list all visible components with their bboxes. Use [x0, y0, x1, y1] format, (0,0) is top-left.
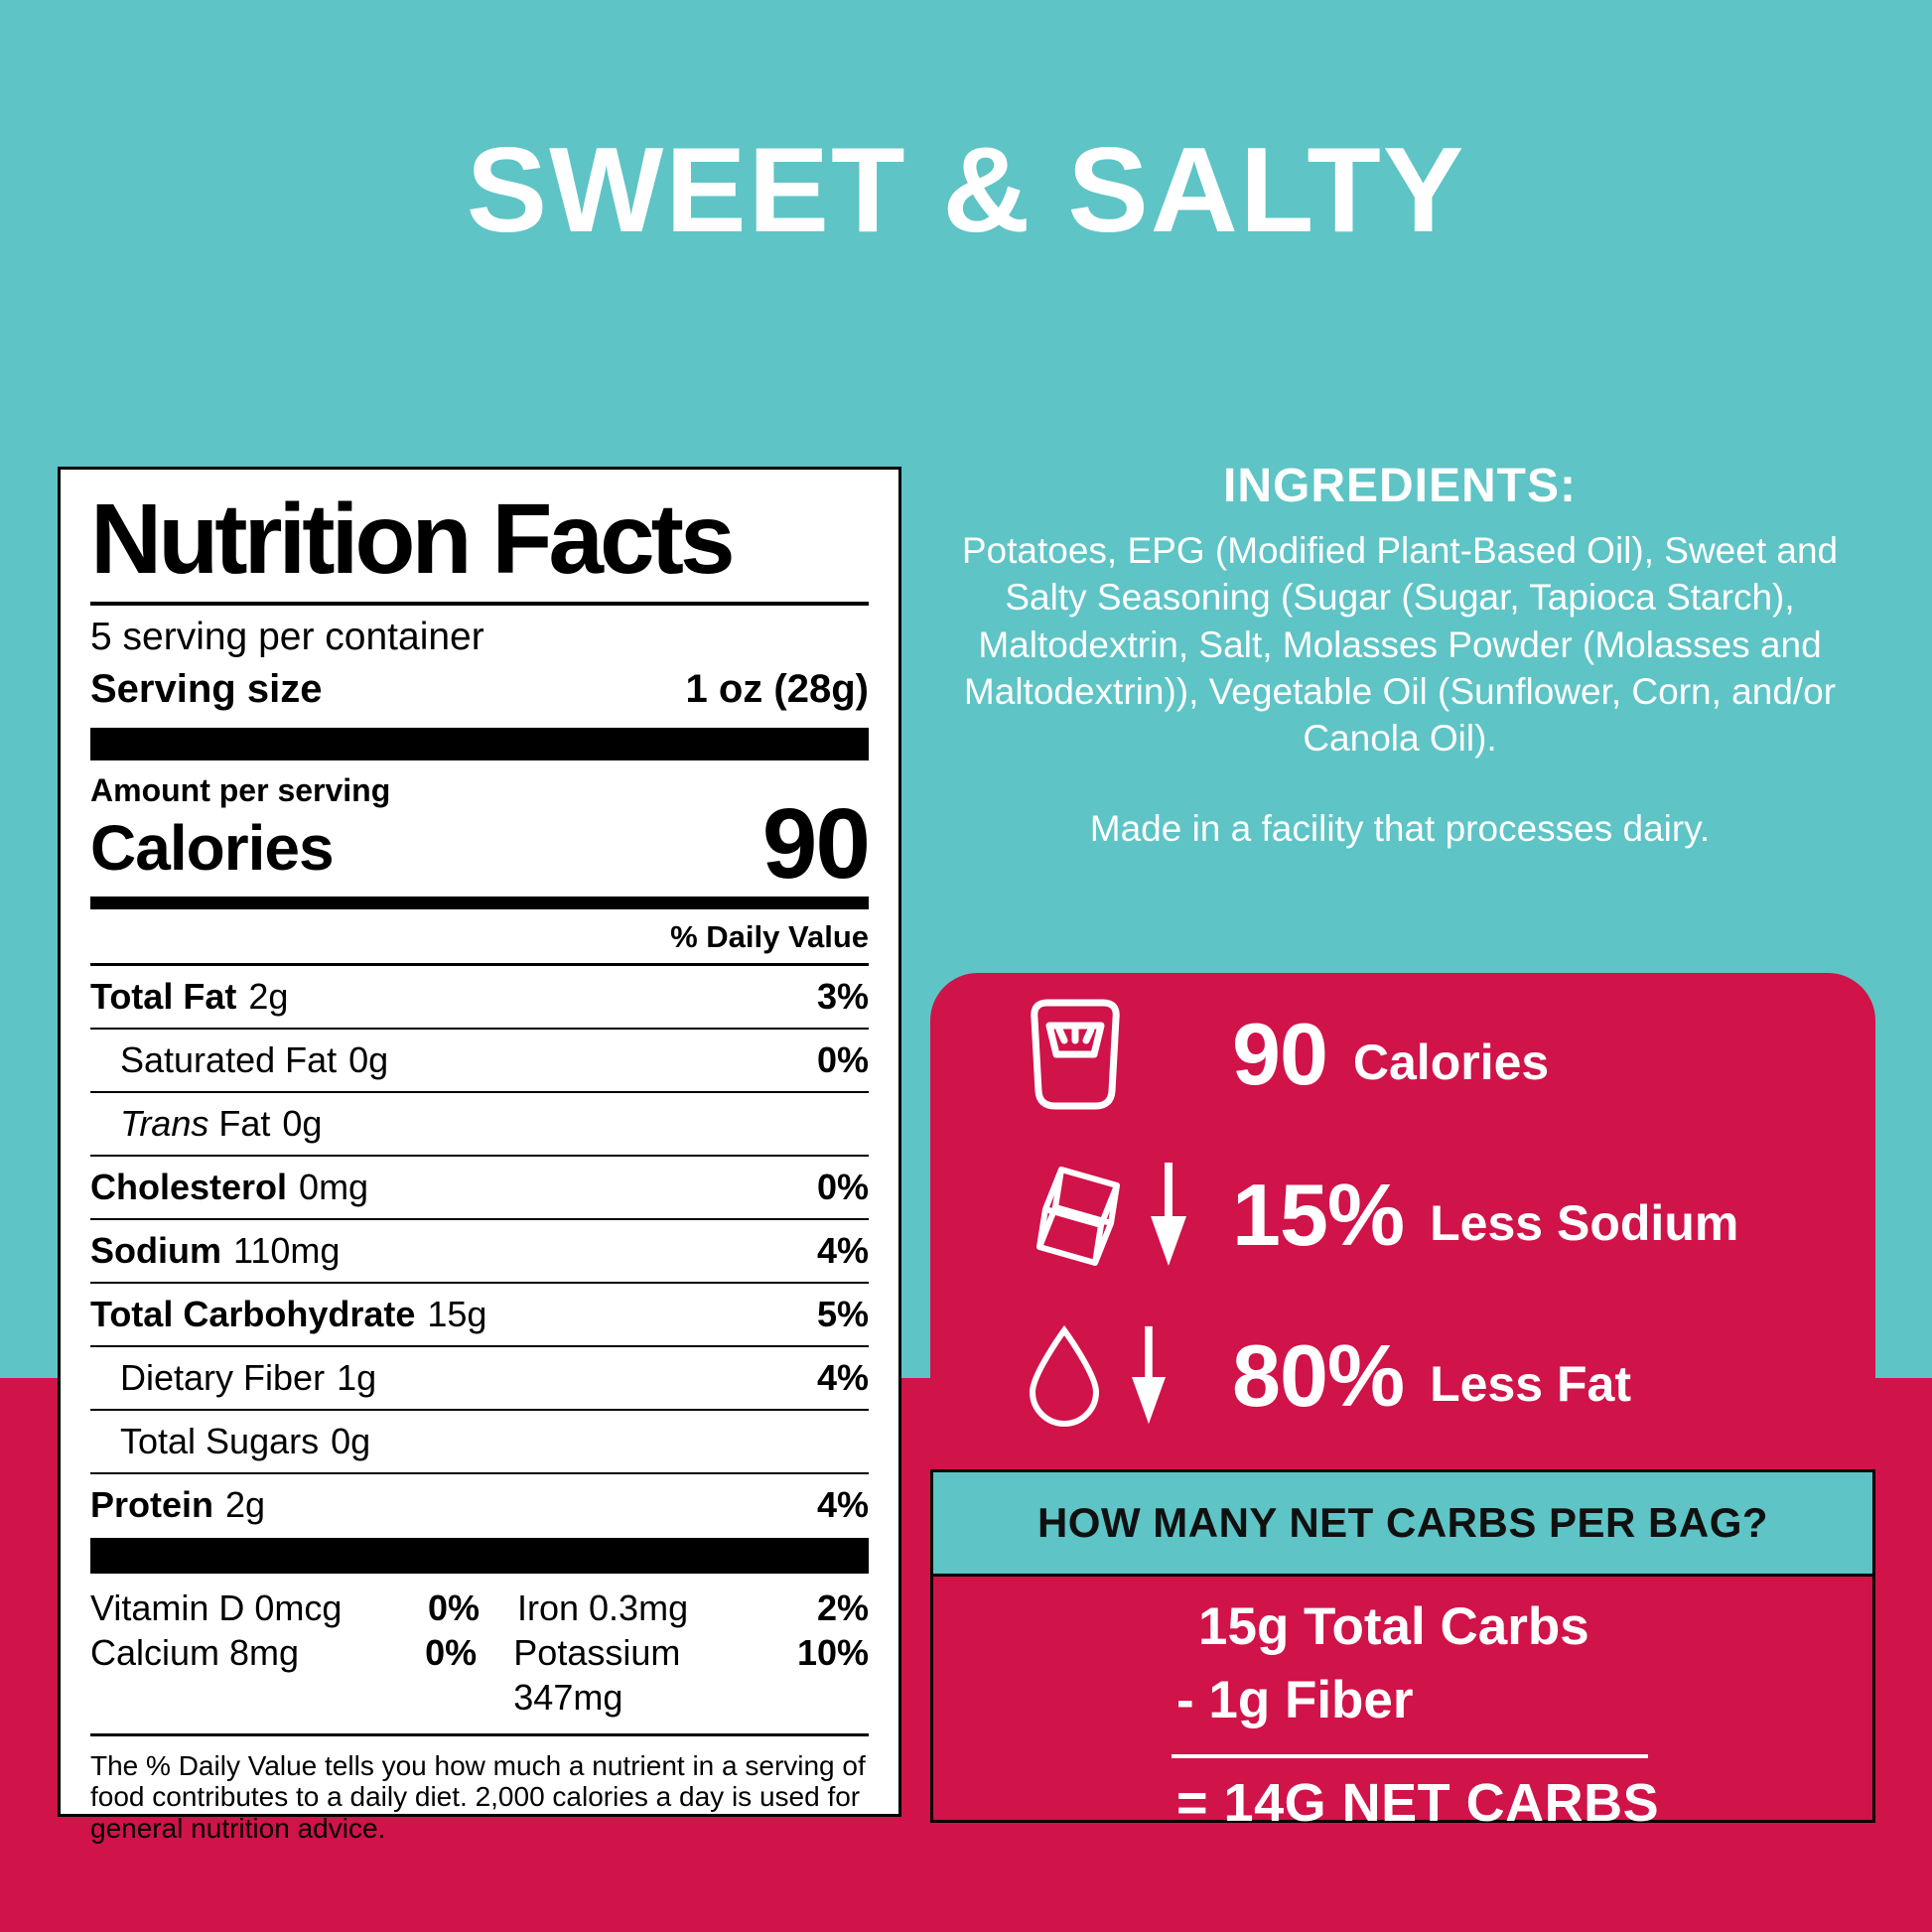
nutrient-name: Saturated Fat — [120, 1039, 338, 1080]
nutrient-name: Fat — [218, 1103, 271, 1144]
nutrient-dv: 0% — [816, 1167, 869, 1207]
fiber-line: - 1g Fiber — [1176, 1671, 1414, 1730]
nutrition-facts-label: Nutrition Facts 5 serving per container … — [58, 467, 901, 1844]
net-carbs-result: = 14G NET CARBS — [1176, 1772, 1660, 1833]
nutrient-name: Sodium — [90, 1230, 221, 1271]
highlight-label: Less Fat — [1430, 1356, 1631, 1412]
amount-per-serving: Amount per serving — [90, 772, 391, 808]
nutrient-amount: 0g — [331, 1421, 371, 1461]
micronutrient-name: Potassium 347mg — [513, 1632, 681, 1718]
micronutrient-line-1: Vitamin D 0mcg 0% Iron 0.3mg 2% — [90, 1586, 869, 1630]
net-carbs-question: HOW MANY NET CARBS PER BAG? — [933, 1472, 1872, 1577]
nutrient-name: Protein — [90, 1484, 214, 1525]
highlight-value: 15% — [1232, 1166, 1405, 1264]
nutrient-row-total-sugars: Total Sugars 0g — [90, 1411, 869, 1474]
total-carbs-line: 15g Total Carbs — [1198, 1597, 1589, 1656]
nutrition-facts-title: Nutrition Facts — [90, 483, 736, 595]
highlight-row-fat: 80% Less Fat — [1026, 1311, 1875, 1442]
nutrient-name: Total Fat — [90, 976, 237, 1017]
serving-size-label: Serving size — [90, 667, 323, 711]
net-carbs-math: 15g Total Carbs - 1g Fiber = 14G NET CAR… — [933, 1577, 1872, 1834]
micronutrient-dv: 0% — [425, 1632, 478, 1673]
fat-drop-icon — [1026, 1324, 1103, 1428]
nutrient-amount: 15g — [427, 1294, 487, 1334]
micronutrient-name: Calcium 8mg — [90, 1632, 300, 1673]
calories-label: Calories — [90, 812, 335, 884]
nutrient-row-dietary-fiber: Dietary Fiber 1g 4% — [90, 1347, 869, 1411]
highlight-value: 80% — [1232, 1326, 1405, 1425]
nutrient-dv: 4% — [816, 1230, 869, 1271]
sodium-box-icon — [1026, 1164, 1137, 1267]
ingredients-section: INGREDIENTS: Potatoes, EPG (Modified Pla… — [928, 459, 1871, 850]
facility-note: Made in a facility that processes dairy. — [1089, 807, 1711, 849]
nutrient-amount: 1g — [337, 1357, 377, 1398]
highlight-label: Less Sodium — [1430, 1195, 1739, 1251]
nutrient-amount: 2g — [225, 1484, 266, 1525]
nutrient-row-cholesterol: Cholesterol 0mg 0% — [90, 1157, 869, 1220]
highlight-row-calories: 90 Calories — [1026, 989, 1875, 1120]
daily-value-footnote: The % Daily Value tells you how much a n… — [90, 1750, 866, 1844]
nutrient-row-total-carbohydrate: Total Carbohydrate 15g 5% — [90, 1284, 869, 1347]
nutrient-amount: 0g — [348, 1039, 389, 1080]
serving-size-row: Serving size 1 oz (28g) — [90, 667, 869, 712]
nutrient-name: Dietary Fiber — [120, 1357, 326, 1398]
highlight-label: Calories — [1352, 1035, 1550, 1090]
nutrient-amount: 0mg — [299, 1167, 369, 1207]
down-arrow-icon — [1149, 1161, 1188, 1270]
servings-per-container: 5 serving per container — [90, 616, 484, 658]
nutrient-name: Total Carbohydrate — [90, 1294, 416, 1334]
micronutrient-line-2: Calcium 8mg 0% Potassium 347mg 10% — [90, 1630, 869, 1720]
nutrient-name: Cholesterol — [90, 1167, 288, 1207]
nutrient-amount: 2g — [248, 976, 289, 1017]
nutrient-row-trans-fat: Trans Fat 0g — [90, 1093, 869, 1157]
nutrient-dv: 5% — [816, 1294, 869, 1334]
micronutrient-dv: 10% — [796, 1632, 869, 1673]
highlight-value: 90 — [1232, 1005, 1328, 1103]
nutrient-dv: 0% — [816, 1039, 869, 1080]
nutrient-row-sodium: Sodium 110mg 4% — [90, 1220, 869, 1284]
nutrient-dv: 3% — [816, 976, 869, 1017]
nutrient-dv: 4% — [816, 1484, 869, 1525]
divider — [90, 602, 869, 606]
ingredients-heading: INGREDIENTS: — [1222, 460, 1577, 512]
medium-bar — [90, 897, 869, 909]
nutrient-row-saturated-fat: Saturated Fat 0g 0% — [90, 1030, 869, 1093]
daily-value-header: % Daily Value — [90, 909, 869, 966]
page-title: SWEET & SALTY — [466, 122, 1466, 257]
nutrient-name: Total Sugars — [120, 1421, 320, 1461]
scale-icon — [1026, 999, 1232, 1110]
calories-value: 90 — [761, 788, 871, 899]
micronutrients-section: Vitamin D 0mcg 0% Iron 0.3mg 2% Calcium … — [90, 1574, 869, 1736]
nutrient-amount: 0g — [282, 1103, 323, 1144]
equation-divider — [1172, 1753, 1648, 1758]
calories-row: Calories 90 — [90, 788, 871, 899]
micronutrient-dv: 0% — [428, 1587, 481, 1628]
micronutrient-name: Iron 0.3mg — [517, 1587, 689, 1628]
highlight-row-sodium: 15% Less Sodium — [1026, 1150, 1875, 1281]
nutrient-amount: 110mg — [233, 1230, 341, 1271]
down-arrow-icon — [1129, 1324, 1169, 1428]
nutrient-row-protein: Protein 2g 4% — [90, 1474, 869, 1536]
ingredients-list: Potatoes, EPG (Modified Plant-Based Oil)… — [961, 530, 1839, 759]
net-carbs-box: HOW MANY NET CARBS PER BAG? 15g Total Ca… — [930, 1469, 1875, 1833]
highlights-box: 90 Calories — [930, 973, 1875, 1457]
nutrient-dv: 4% — [816, 1357, 869, 1398]
thick-bar — [90, 1538, 869, 1574]
nutrient-row-total-fat: Total Fat 2g 3% — [90, 966, 869, 1030]
micronutrient-dv: 2% — [816, 1587, 869, 1628]
micronutrient-name: Vitamin D 0mcg — [90, 1587, 343, 1628]
thick-bar — [90, 728, 869, 760]
nutrient-name-italic: Trans — [120, 1103, 209, 1144]
serving-size-value: 1 oz (28g) — [685, 667, 869, 711]
